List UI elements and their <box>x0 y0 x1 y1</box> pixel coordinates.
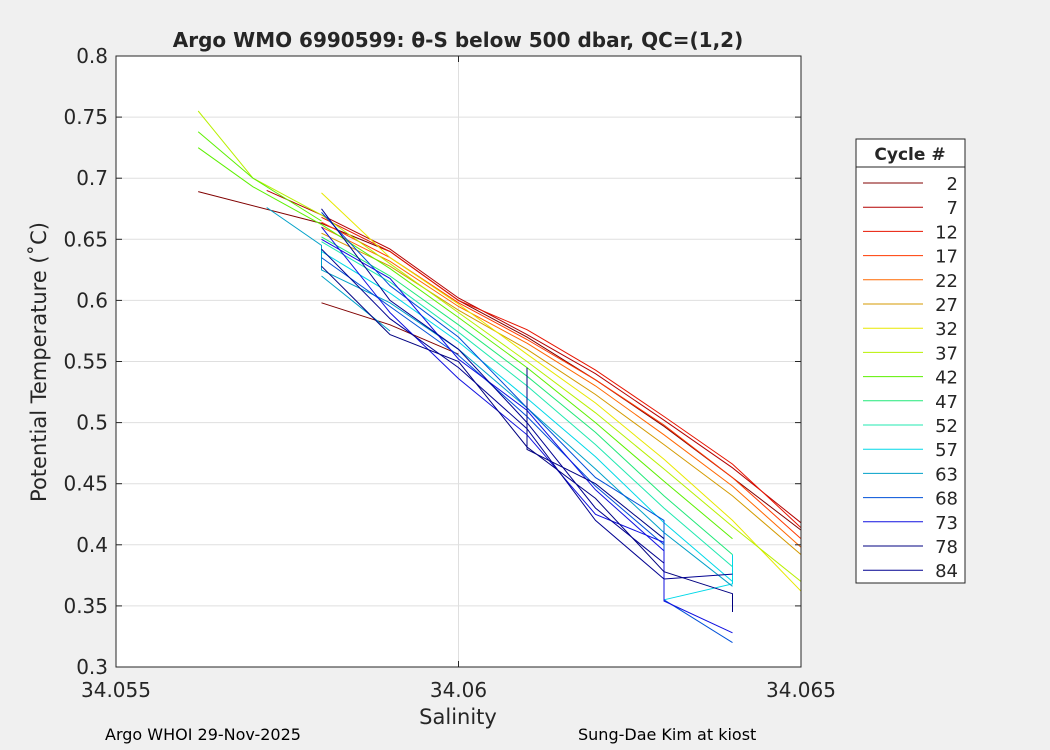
series-line-cycle-42 <box>197 131 322 222</box>
series-line-cycle-78 <box>321 265 733 612</box>
axis-ticks <box>115 55 802 668</box>
series-line-cycle-32 <box>321 192 802 592</box>
x-axis-label: Salinity <box>419 705 497 729</box>
legend-entry-label: 68 <box>935 489 958 510</box>
legend-title: Cycle # <box>874 145 945 165</box>
series-line-cycle-84 <box>321 208 665 564</box>
legend-entry-label: 63 <box>935 464 958 485</box>
y-tick-label: 0.6 <box>76 288 108 312</box>
series-line-cycle-2 <box>321 302 459 355</box>
series-line-cycle-73 <box>321 238 733 634</box>
y-tick-label: 0.45 <box>63 472 108 496</box>
legend-entry-label: 84 <box>935 561 958 582</box>
series-line-cycle-27 <box>321 232 802 555</box>
x-tick-label: 34.065 <box>766 678 836 702</box>
series-line-cycle-73 <box>321 226 665 543</box>
y-tick-label: 0.55 <box>63 350 108 374</box>
legend-entry-label: 12 <box>935 222 958 243</box>
y-tick-label: 0.4 <box>76 533 108 557</box>
x-tick-label: 34.06 <box>430 678 487 702</box>
legend-entry-label: 73 <box>935 513 958 534</box>
y-tick-label: 0.35 <box>63 594 108 618</box>
legend-entry-label: 47 <box>935 392 958 413</box>
legend-entry-label: 37 <box>935 343 958 364</box>
series-line-cycle-12 <box>321 216 802 529</box>
y-axis-label: Potential Temperature (˚C) <box>27 222 51 502</box>
legend-entry-label: 42 <box>935 368 958 389</box>
series-line-cycle-57 <box>663 554 733 601</box>
x-tick-label: 34.055 <box>81 678 151 702</box>
series-line-cycle-7 <box>266 189 802 524</box>
series-line-cycle-42 <box>197 147 733 540</box>
legend-entry-label: 7 <box>947 198 958 219</box>
y-tick-label: 0.75 <box>63 105 108 129</box>
data-series <box>197 110 802 644</box>
y-tick-label: 0.3 <box>76 655 108 679</box>
series-line-cycle-37 <box>197 110 802 582</box>
legend-entry-label: 32 <box>935 319 958 340</box>
footer-left-credit: Argo WHOI 29-Nov-2025 <box>105 725 301 744</box>
series-line-cycle-63 <box>321 275 391 332</box>
y-tick-label: 0.7 <box>76 166 108 190</box>
x-tick-labels: 34.055 34.06 34.065 <box>81 678 836 702</box>
series-line-cycle-78 <box>526 367 665 540</box>
series-line-cycle-22 <box>321 226 802 548</box>
footer-right-credit: Sung-Dae Kim at kiost <box>578 725 757 744</box>
legend-entry-label: 57 <box>935 440 958 461</box>
chart-title: Argo WMO 6990599: θ-S below 500 dbar, QC… <box>173 28 743 52</box>
y-tick-label: 0.8 <box>76 44 108 68</box>
legend-entry-label: 2 <box>947 174 958 195</box>
legend-entry-label: 17 <box>935 247 958 268</box>
legend-box <box>855 138 966 584</box>
legend-entry-label: 27 <box>935 295 958 316</box>
legend-entry-label: 78 <box>935 537 958 558</box>
y-tick-labels: 0.3 0.35 0.4 0.45 0.5 0.55 0.6 0.65 0.7 0.75 0.8 <box>63 44 108 679</box>
y-tick-label: 0.65 <box>63 227 108 251</box>
legend-entry-label: 22 <box>935 271 958 292</box>
legend-entry-label: 52 <box>935 416 958 437</box>
y-tick-label: 0.5 <box>76 411 108 435</box>
series-line-cycle-84 <box>321 248 733 580</box>
